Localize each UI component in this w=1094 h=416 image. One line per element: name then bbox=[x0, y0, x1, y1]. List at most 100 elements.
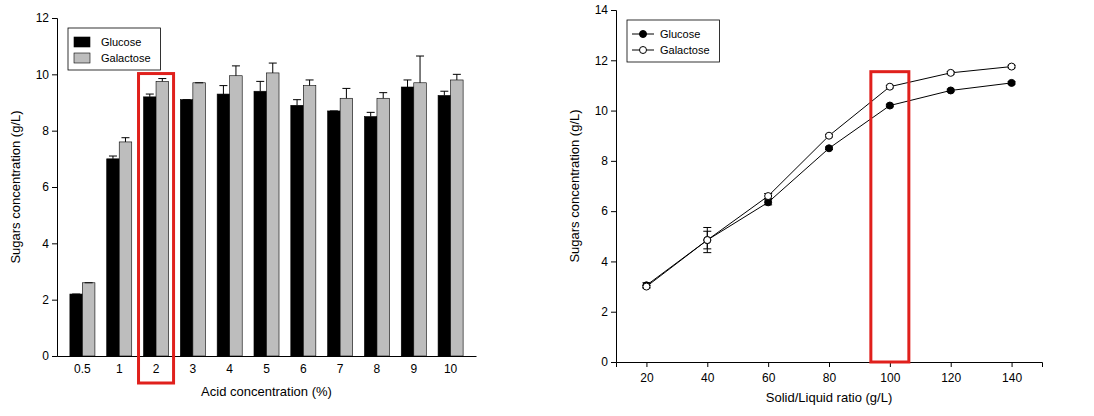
tick-label: 80 bbox=[823, 371, 837, 385]
bar bbox=[119, 142, 132, 356]
tick-mark bbox=[611, 312, 616, 313]
tick-mark bbox=[52, 300, 57, 301]
error-bar bbox=[416, 56, 424, 83]
line bbox=[646, 67, 1011, 287]
x-axis-title: Acid concentration (%) bbox=[201, 384, 332, 399]
tick: 2 bbox=[42, 293, 57, 307]
error-cap bbox=[256, 81, 264, 82]
tick: 4 bbox=[226, 356, 233, 376]
error-cap bbox=[72, 294, 80, 295]
legend: GlucoseGalactose bbox=[627, 20, 720, 62]
error-bar bbox=[158, 79, 166, 82]
marker bbox=[704, 237, 711, 244]
error-line bbox=[223, 86, 224, 94]
error-cap bbox=[453, 74, 461, 75]
bar bbox=[414, 83, 427, 356]
tick-mark bbox=[611, 362, 616, 363]
error-cap bbox=[440, 91, 448, 92]
tick: 0.5 bbox=[74, 356, 91, 376]
error-bar bbox=[404, 80, 412, 87]
legend-label: Glucose bbox=[101, 36, 141, 48]
tick: 60 bbox=[762, 362, 776, 385]
bar-series bbox=[70, 80, 451, 356]
tick: 7 bbox=[337, 356, 344, 376]
error-bar bbox=[183, 99, 191, 100]
y-axis-title: Sugars concentration (g/L) bbox=[8, 110, 23, 263]
marker bbox=[947, 69, 954, 76]
tick-mark bbox=[646, 362, 647, 367]
error-line bbox=[125, 138, 126, 142]
tick-label: 100 bbox=[880, 371, 900, 385]
legend-label: Galactose bbox=[660, 44, 710, 56]
tick-label: 12 bbox=[36, 11, 50, 25]
bar bbox=[230, 76, 243, 356]
tick-label: 7 bbox=[337, 362, 344, 376]
bar bbox=[180, 100, 193, 356]
legend-marker bbox=[640, 31, 647, 38]
error-bar bbox=[703, 227, 711, 252]
tick: 10 bbox=[444, 356, 458, 376]
figure: 0246810120.512345678910Acid concentratio… bbox=[0, 0, 1094, 416]
tick-mark bbox=[52, 356, 57, 357]
tick-label: 0.5 bbox=[74, 362, 91, 376]
error-cap bbox=[703, 252, 711, 253]
tick-mark bbox=[611, 10, 616, 11]
tick-mark bbox=[52, 74, 57, 75]
tick-label: 8 bbox=[374, 362, 381, 376]
error-bar bbox=[379, 93, 387, 99]
tick-label: 3 bbox=[190, 362, 197, 376]
tick-label: 6 bbox=[42, 180, 49, 194]
tick-label: 0 bbox=[601, 355, 608, 369]
tick: 40 bbox=[701, 362, 715, 385]
error-cap bbox=[85, 282, 93, 283]
tick: 12 bbox=[595, 54, 616, 68]
tick: 0 bbox=[601, 355, 616, 369]
bar bbox=[451, 80, 464, 356]
tick-label: 4 bbox=[226, 362, 233, 376]
chart: 0246810120.512345678910Acid concentratio… bbox=[8, 11, 477, 399]
tick-mark bbox=[1012, 362, 1013, 367]
error-cap bbox=[342, 88, 350, 89]
tick: 140 bbox=[1002, 362, 1022, 385]
tick-mark bbox=[52, 187, 57, 188]
bar bbox=[70, 294, 83, 356]
tick: 6 bbox=[42, 180, 57, 194]
tick-mark bbox=[611, 261, 616, 262]
x-axis: 20406080100120140 bbox=[617, 362, 1043, 385]
tick: 20 bbox=[640, 362, 654, 385]
error-cap bbox=[219, 85, 227, 86]
error-cap bbox=[183, 99, 191, 100]
y-axis-title: Sugars concentration (g/L) bbox=[567, 109, 582, 262]
tick-label: 2 bbox=[601, 305, 608, 319]
chart: 0246810121420406080100120140Solid/Liquid… bbox=[567, 3, 1043, 405]
error-cap bbox=[703, 227, 711, 228]
tick: 100 bbox=[880, 362, 900, 385]
legend-box bbox=[627, 20, 720, 62]
error-cap bbox=[404, 79, 412, 80]
tick: 14 bbox=[595, 3, 616, 17]
tick: 9 bbox=[410, 356, 417, 376]
tick-label: 2 bbox=[153, 362, 160, 376]
error-bar bbox=[306, 80, 314, 86]
error-line bbox=[456, 74, 457, 80]
marker bbox=[765, 193, 772, 200]
bar bbox=[438, 95, 451, 356]
x-axis-title: Solid/Liquid ratio (g/L) bbox=[766, 390, 892, 405]
tick-label: 10 bbox=[36, 68, 50, 82]
tick: 80 bbox=[823, 362, 837, 385]
error-line bbox=[272, 63, 273, 73]
tick: 6 bbox=[601, 204, 616, 218]
error-cap bbox=[195, 82, 203, 83]
tick: 8 bbox=[42, 124, 57, 138]
axis-line bbox=[58, 356, 477, 357]
error-bar bbox=[764, 200, 772, 205]
error-line bbox=[383, 93, 384, 99]
tick: 4 bbox=[42, 237, 57, 251]
tick: 3 bbox=[190, 356, 197, 376]
marker bbox=[826, 145, 833, 152]
tick-mark bbox=[611, 161, 616, 162]
marker bbox=[947, 87, 954, 94]
line bbox=[646, 83, 1011, 285]
bar bbox=[401, 87, 414, 356]
marker bbox=[826, 132, 833, 139]
